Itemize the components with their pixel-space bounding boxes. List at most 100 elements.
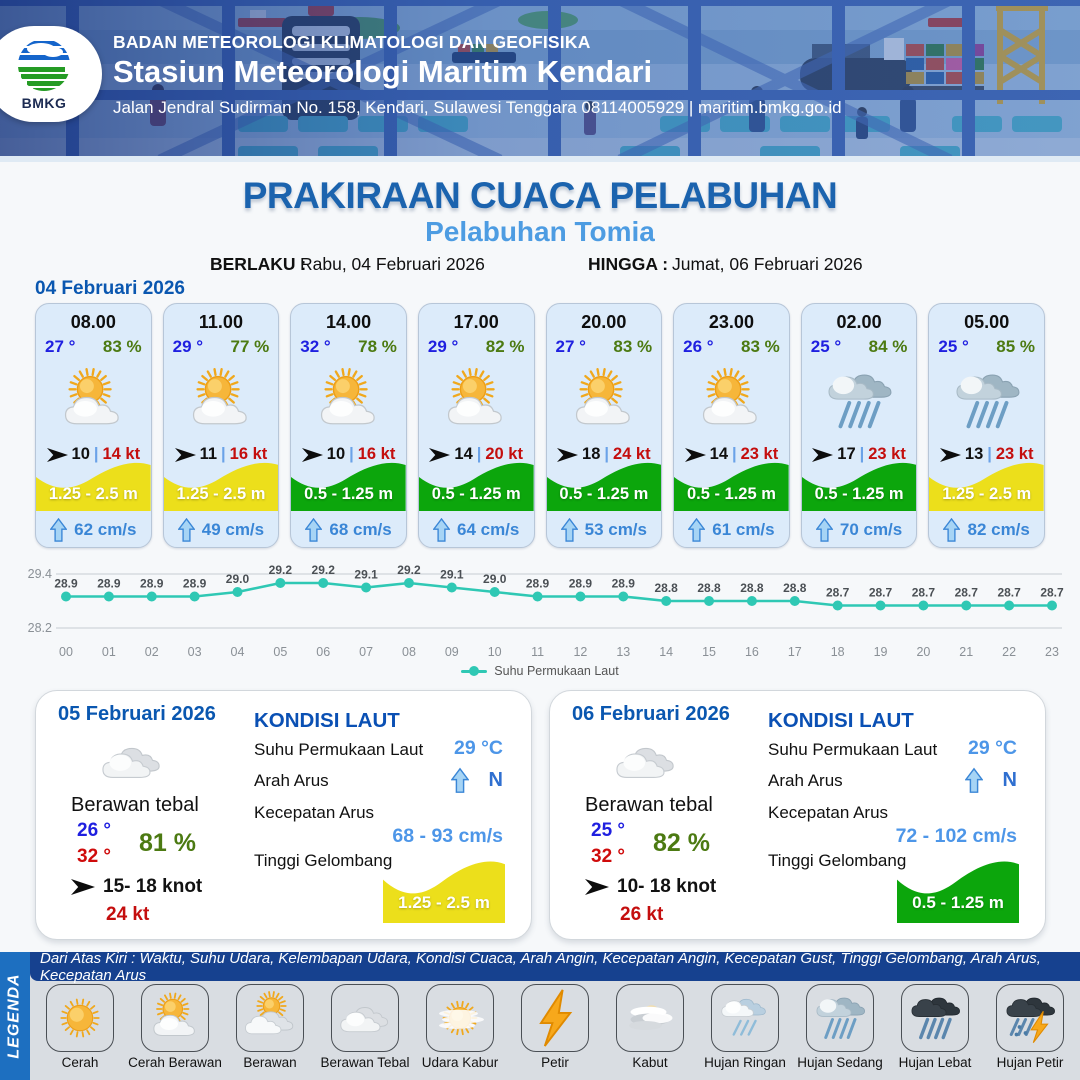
org-name: BADAN METEOROLOGI KLIMATOLOGI DAN GEOFIS… xyxy=(113,32,591,52)
air-temperature: 29 ° xyxy=(427,337,459,356)
header: BMKG BADAN METEOROLOGI KLIMATOLOGI DAN G… xyxy=(0,0,1080,160)
station-name: Stasiun Meteorologi Maritim Kendari xyxy=(113,54,653,89)
legend-item-label: Udara Kabur xyxy=(421,1055,499,1070)
hourly-temp-humidity: 29 ° 82 % xyxy=(419,337,534,357)
sea-conditions-heading: KONDISI LAUT xyxy=(768,709,914,732)
current-direction-icon xyxy=(965,767,983,794)
valid-from-date: Rabu, 04 Februari 2026 xyxy=(300,254,485,274)
wind-separator: | xyxy=(476,445,482,463)
legend-item-label: Berawan Tebal xyxy=(320,1055,410,1070)
wind-direction-icon xyxy=(585,878,609,896)
hourly-time: 08.00 xyxy=(70,312,116,332)
hujan-sedang-icon xyxy=(929,361,1044,441)
air-temperature: 26 ° xyxy=(683,337,714,356)
hourly-temp-humidity: 27 ° 83 % xyxy=(547,337,662,357)
current-row: 49 cm/s xyxy=(164,518,279,542)
svg-text:28.7: 28.7 xyxy=(955,586,979,600)
wind-speed: 14 xyxy=(454,445,473,463)
svg-text:29.2: 29.2 xyxy=(397,563,421,577)
legend-item-label: Berawan xyxy=(243,1055,297,1070)
svg-text:28.7: 28.7 xyxy=(869,586,893,600)
legend-item: Hujan Ringan xyxy=(700,984,790,1080)
hourly-time: 14.00 xyxy=(326,312,372,332)
svg-text:28.7: 28.7 xyxy=(826,586,850,600)
valid-to-date: Jumat, 06 Februari 2026 xyxy=(672,254,863,274)
legend-item-label: Kabut xyxy=(632,1055,668,1070)
hourly-forecast-row: 08.00 27 ° 83 % 10 | 14 kt 1.25 - 2.5 m 62 cm/… xyxy=(35,303,1045,548)
daily-condition: Berawan tebal xyxy=(71,794,199,816)
hourly-temp-humidity: 29 ° 77 % xyxy=(164,337,279,357)
sst-value: 29 °C xyxy=(968,737,1017,759)
wind-gust: 24 kt xyxy=(613,445,651,463)
svg-text:22: 22 xyxy=(1002,645,1016,659)
daily-temp-min: 25 ° xyxy=(591,820,626,841)
wind-separator: | xyxy=(987,445,992,463)
wind-speed: 13 xyxy=(964,445,984,463)
svg-text:28.9: 28.9 xyxy=(140,577,164,591)
humidity: 84 % xyxy=(868,337,908,356)
wind-speed: 14 xyxy=(709,445,728,463)
legend-items: Cerah Cerah Berawan Berawan Berawan Teba… xyxy=(30,984,1080,1080)
current-direction-icon xyxy=(815,518,833,542)
cerah-berawan-icon xyxy=(419,361,534,441)
port-name: Pelabuhan Tomia xyxy=(425,216,655,247)
air-temperature: 27 ° xyxy=(45,337,76,356)
berawan-icon xyxy=(236,984,304,1052)
wind-gust: 23 kt xyxy=(740,445,779,463)
hourly-card: 02.00 25 ° 84 % 17 | 23 kt 0.5 - 1.25 m 70 cm/… xyxy=(800,303,918,548)
svg-text:29.0: 29.0 xyxy=(483,572,507,586)
svg-text:23: 23 xyxy=(1045,645,1059,659)
daily-gust: 24 kt xyxy=(106,904,150,925)
hourly-time: 20.00 xyxy=(581,312,627,332)
legend-item-label: Cerah xyxy=(61,1055,99,1070)
sst-chart: 29.4 28.2 28.9 00 28.9 01 28.9 02 28.9 03 29.0 04 29… xyxy=(22,560,1067,664)
svg-text:28.8: 28.8 xyxy=(740,581,764,595)
cerah-berawan-icon xyxy=(291,361,406,441)
svg-text:28.9: 28.9 xyxy=(183,577,207,591)
hourly-card: 08.00 27 ° 83 % 10 | 14 kt 1.25 - 2.5 m 62 cm/… xyxy=(35,303,152,548)
daily-temp-min: 26 ° xyxy=(77,820,112,841)
station-address: Jalan Jendral Sudirman No. 158, Kendari,… xyxy=(113,98,842,117)
wind-gust: 14 kt xyxy=(102,445,141,463)
legend-item: Kabut xyxy=(605,984,695,1080)
current-direction-label: Arah Arus xyxy=(254,771,329,790)
hujan-sedang-icon xyxy=(806,984,874,1052)
daily-temp-max: 32 ° xyxy=(77,846,112,867)
current-direction-icon xyxy=(50,518,68,542)
current-speed-label: Kecepatan Arus xyxy=(768,803,889,822)
current-direction-icon xyxy=(305,518,323,542)
svg-text:15: 15 xyxy=(702,645,716,659)
wind-row: 13 | 23 kt xyxy=(929,445,1044,464)
hourly-card: 05.00 25 ° 85 % 13 | 23 kt 1.25 - 2.5 m 82 cm/… xyxy=(928,303,1045,548)
hourly-card: 11.00 29 ° 77 % 11 | 16 kt 1.25 - 2.5 m 49 cm/… xyxy=(162,303,280,548)
current-speed-value: 68 - 93 cm/s xyxy=(392,825,503,847)
wind-row: 14 | 20 kt xyxy=(419,445,534,464)
humidity: 83 % xyxy=(741,337,780,356)
hourly-time: 02.00 xyxy=(836,312,882,332)
svg-text:28.7: 28.7 xyxy=(997,586,1021,600)
daily-date: 06 Februari 2026 xyxy=(572,703,730,725)
svg-text:01: 01 xyxy=(102,645,116,659)
wind-row: 18 | 24 kt xyxy=(547,445,662,464)
port-illustration xyxy=(0,0,1080,160)
current-row: 68 cm/s xyxy=(291,518,406,542)
wave-height-band: 1.25 - 2.5 m xyxy=(929,453,1044,511)
hujan-petir-icon xyxy=(996,984,1064,1052)
hourly-card: 23.00 26 ° 83 % 14 | 23 kt 0.5 - 1.25 m 61 cm/… xyxy=(673,303,790,548)
wind-direction-icon xyxy=(46,447,68,463)
wind-direction-icon xyxy=(939,447,961,463)
chart-legend: Suhu Permukaan Laut xyxy=(0,664,1080,678)
hourly-time: 23.00 xyxy=(708,312,754,332)
svg-text:28.8: 28.8 xyxy=(697,581,721,595)
current-speed-label: Kecepatan Arus xyxy=(254,803,375,822)
legend-band-label: LEGENDA xyxy=(6,973,24,1059)
svg-text:28.8: 28.8 xyxy=(783,581,807,595)
svg-text:12: 12 xyxy=(573,645,587,659)
legend-item-label: Hujan Petir xyxy=(996,1055,1064,1070)
legend-item: Petir xyxy=(510,984,600,1080)
wave-height: 0.5 - 1.25 m xyxy=(814,485,904,503)
daily-wind: 10- 18 knot xyxy=(585,876,716,898)
wind-speed: 10 xyxy=(71,445,90,463)
sst-label: Suhu Permukaan Laut xyxy=(768,740,938,759)
header-divider xyxy=(0,156,1080,162)
